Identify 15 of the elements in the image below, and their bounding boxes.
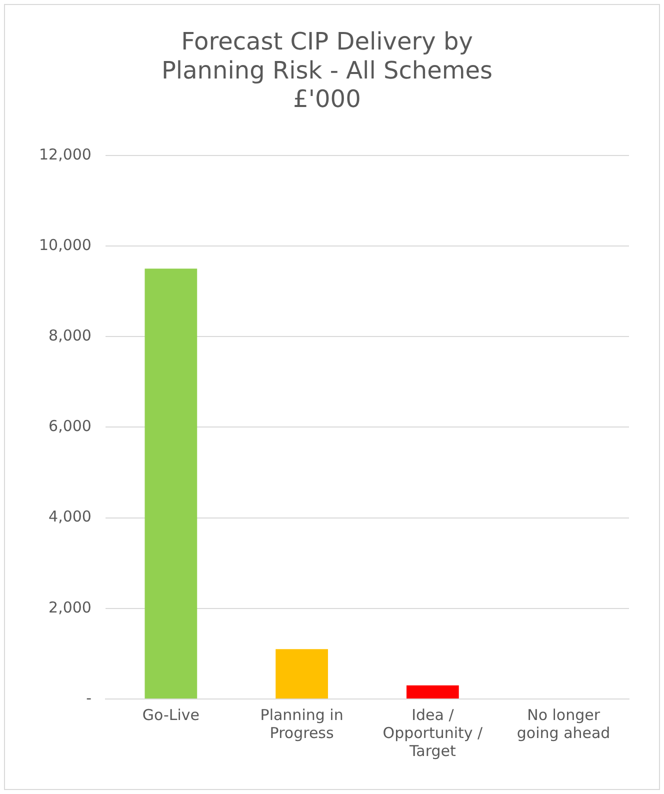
y-tick-label: 12,000 bbox=[38, 145, 92, 164]
bar bbox=[144, 268, 198, 698]
y-tick-label: 2,000 bbox=[48, 598, 92, 616]
chart-title: Forecast CIP Delivery by Planning Risk - All Schemes £'000 bbox=[161, 28, 493, 114]
x-tick-label: No longer going ahead bbox=[516, 706, 610, 742]
bar bbox=[276, 649, 328, 698]
y-tick-label: 8,000 bbox=[48, 326, 92, 344]
x-tick-label: Idea / Opportunity / Target bbox=[382, 706, 484, 760]
bar bbox=[406, 685, 459, 698]
x-tick-label: Planning in Progress bbox=[260, 706, 344, 742]
y-tick-label: 4,000 bbox=[48, 508, 92, 526]
y-tick-label: 10,000 bbox=[38, 236, 92, 254]
y-tick-label: 6,000 bbox=[48, 417, 92, 436]
y-tick-label: - bbox=[86, 688, 92, 707]
x-tick-label: Go-Live bbox=[142, 706, 200, 724]
